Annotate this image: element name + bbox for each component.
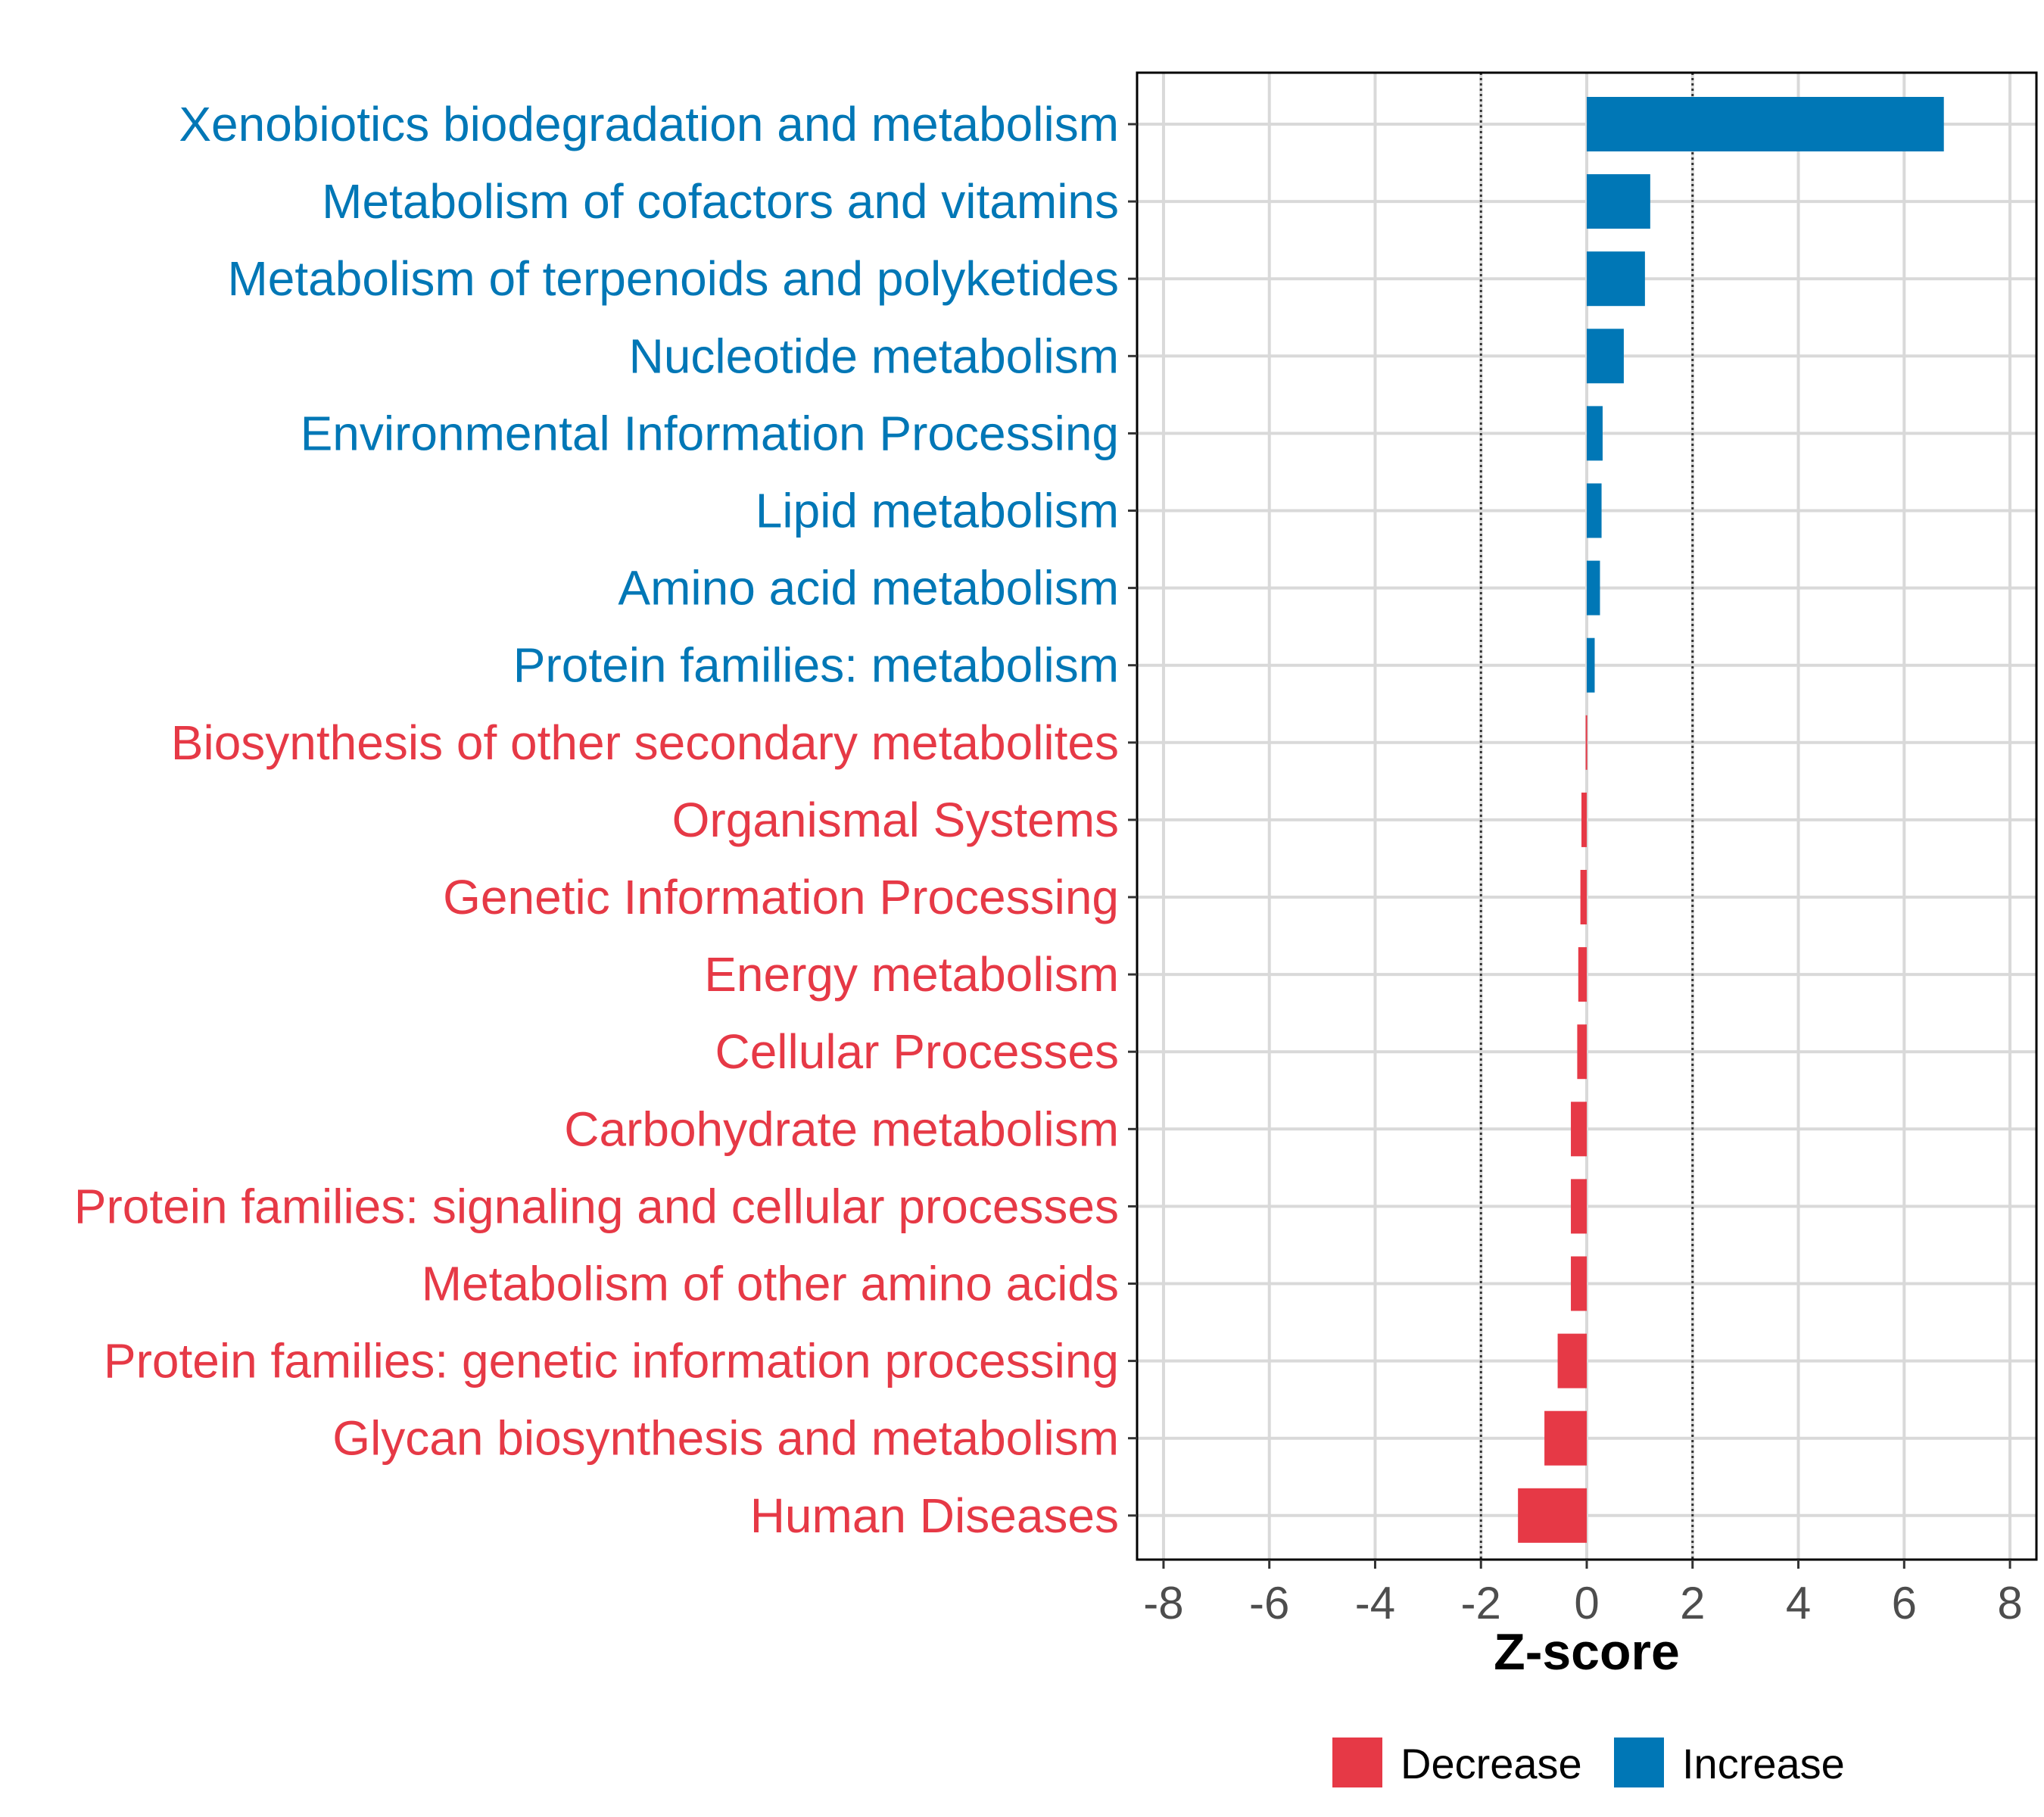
category-label: Amino acid metabolism [618,561,1119,616]
bar [1571,1179,1587,1234]
bar [1587,174,1650,229]
x-axis-ticks: -8 -6 -4 -2 0 2 4 6 8 [1143,1560,2023,1628]
x-tick-label: -8 [1143,1578,1183,1628]
bar [1557,1333,1587,1388]
category-label: Organismal Systems [672,793,1119,847]
legend-label: Decrease [1401,1740,1582,1787]
category-label: Lipid metabolism [756,484,1119,538]
bar [1544,1410,1587,1466]
legend: Decrease Increase [1332,1738,1845,1787]
bar [1580,870,1587,924]
category-labels: Xenobiotics biodegradation and metabolis… [74,97,1119,1543]
category-label: Metabolism of terpenoids and polyketides [227,251,1119,306]
legend-swatch [1332,1738,1382,1787]
y-axis-ticks [1128,123,1137,1517]
x-tick-label: 2 [1680,1578,1705,1628]
bar [1587,329,1624,384]
bars [1518,97,1944,1543]
category-label: Protein families: metabolism [513,638,1119,693]
category-label: Carbohydrate metabolism [564,1102,1119,1156]
x-tick-label: 8 [1997,1578,2022,1628]
bar [1571,1256,1587,1311]
x-tick-label: -6 [1249,1578,1289,1628]
x-tick-label: -4 [1355,1578,1395,1628]
bar [1518,1488,1587,1543]
bar [1578,947,1587,1002]
legend-label: Increase [1682,1740,1845,1787]
category-label: Metabolism of cofactors and vitamins [322,174,1119,229]
bar [1581,792,1587,847]
bar [1587,251,1645,307]
category-label: Xenobiotics biodegradation and metabolis… [179,97,1119,151]
bar [1585,715,1588,770]
x-tick-label: 0 [1574,1578,1599,1628]
category-label: Nucleotide metabolism [629,329,1119,383]
category-label: Energy metabolism [704,947,1119,1002]
category-label: Protein families: genetic information pr… [104,1334,1119,1388]
bar [1587,637,1595,693]
bar [1587,97,1944,151]
x-tick-label: 6 [1892,1578,1917,1628]
x-tick-label: 4 [1786,1578,1811,1628]
category-label: Metabolism of other amino acids [422,1257,1119,1311]
category-label: Biosynthesis of other secondary metaboli… [171,715,1119,770]
category-label: Environmental Information Processing [301,406,1119,460]
x-tick-label: -2 [1461,1578,1501,1628]
category-label: Human Diseases [750,1488,1119,1543]
bar [1571,1102,1587,1157]
bar [1587,483,1602,538]
category-label: Genetic Information Processing [443,870,1119,924]
bar [1577,1024,1587,1080]
bar [1587,560,1600,616]
reference-lines [1479,73,1694,1560]
bar [1587,406,1603,461]
category-label: Cellular Processes [715,1024,1119,1079]
legend-swatch [1614,1738,1664,1787]
category-label: Glycan biosynthesis and metabolism [332,1411,1119,1466]
category-label: Protein families: signaling and cellular… [74,1179,1119,1233]
x-axis-title: Z-score [1494,1623,1680,1681]
